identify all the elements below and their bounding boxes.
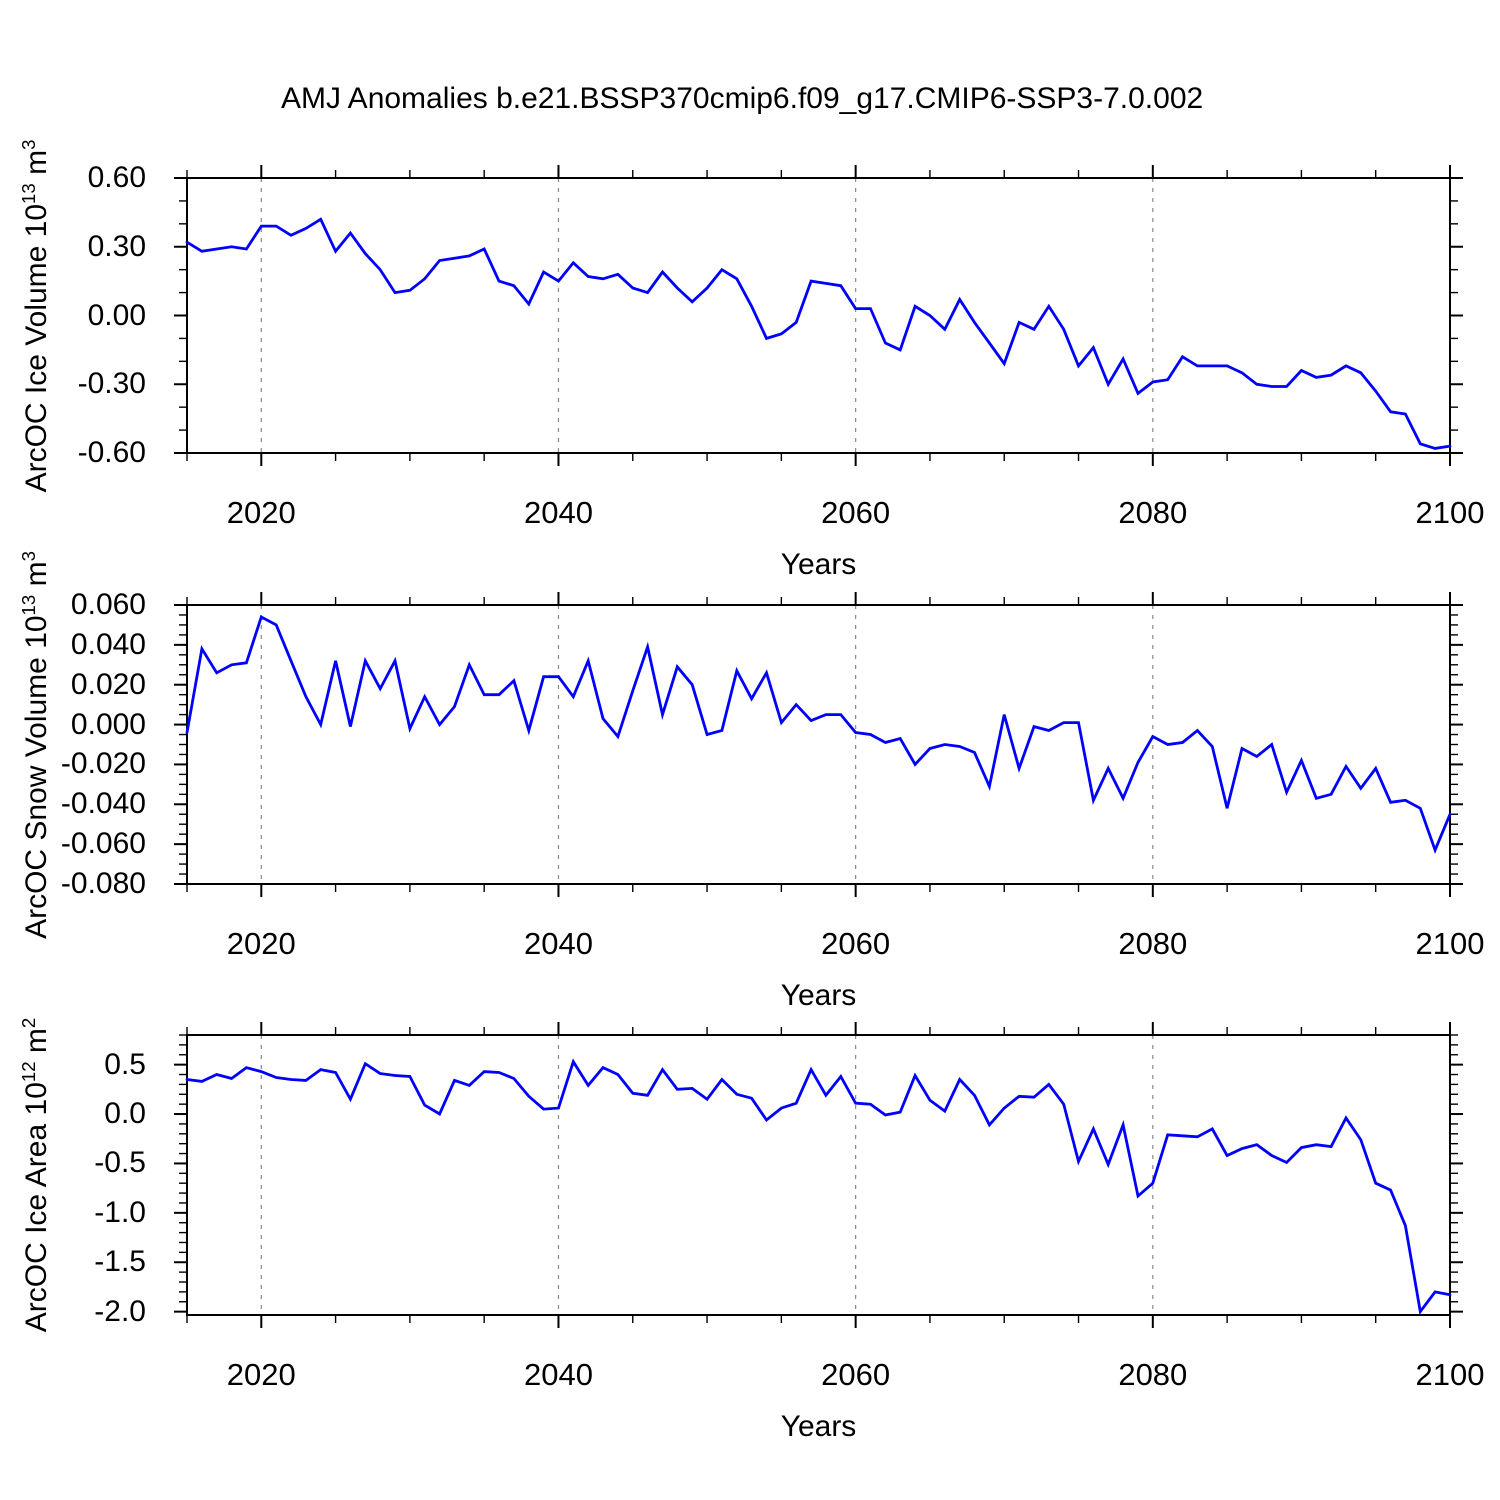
y-tick-label: 0.040 — [70, 627, 146, 661]
x-tick-label: 2060 — [821, 1357, 891, 1392]
page-title: AMJ Anomalies b.e21.BSSP370cmip6.f09_g17… — [281, 82, 1204, 115]
y-tick-label: -0.080 — [60, 867, 146, 900]
x-tick-label: 2060 — [821, 495, 891, 530]
y-axis-title: ArcOC Snow Volume 1013 m3 — [18, 550, 53, 939]
x-tick-label: 2080 — [1118, 926, 1188, 961]
x-axis-title: Years — [780, 979, 857, 1012]
y-tick-label: 0.60 — [87, 161, 146, 194]
y-tick-label: -0.30 — [77, 367, 146, 401]
y-tick-label: -0.020 — [60, 747, 146, 781]
y-tick-label: -0.5 — [94, 1146, 146, 1180]
y-tick-label: -1.5 — [94, 1245, 146, 1279]
y-tick-label: 0.30 — [87, 229, 146, 263]
x-tick-label: 2080 — [1118, 1357, 1188, 1392]
x-tick-label: 2100 — [1415, 926, 1485, 961]
x-tick-label: 2040 — [523, 926, 593, 961]
y-tick-label: 0.00 — [87, 298, 146, 332]
y-tick-label: -0.060 — [60, 827, 146, 861]
plot-box — [186, 604, 1451, 885]
y-tick-label: 0.5 — [104, 1047, 146, 1081]
y-tick-label: 0.060 — [70, 588, 146, 621]
plot-box — [186, 1034, 1451, 1316]
x-tick-label: 2020 — [226, 926, 296, 961]
x-tick-label: 2020 — [226, 1357, 296, 1392]
x-tick-label: 2040 — [523, 495, 593, 530]
y-tick-label: -1.0 — [94, 1195, 146, 1229]
x-tick-label: 2080 — [1118, 495, 1188, 530]
y-tick-label: -2.0 — [94, 1294, 146, 1328]
y-tick-label: -0.040 — [60, 787, 146, 821]
y-tick-label: 0.0 — [104, 1097, 146, 1131]
y-tick-label: -0.60 — [77, 436, 146, 469]
ice-area-line — [185, 1058, 1452, 1316]
x-tick-label: 2060 — [821, 926, 891, 961]
x-tick-label: 2100 — [1415, 1357, 1485, 1392]
snow-volume-line — [185, 614, 1452, 854]
ice-volume-line — [185, 217, 1452, 450]
x-tick-label: 2100 — [1415, 495, 1485, 530]
x-tick-label: 2020 — [226, 495, 296, 530]
x-axis-title: Years — [780, 1410, 857, 1443]
x-tick-label: 2040 — [523, 1357, 593, 1392]
y-axis-title: ArcOC Ice Volume 1013 m3 — [18, 139, 53, 492]
y-tick-label: 0.000 — [70, 707, 146, 741]
plot-box — [186, 177, 1451, 454]
x-axis-title: Years — [780, 548, 857, 581]
y-tick-label: 0.020 — [70, 667, 146, 701]
y-axis-title: ArcOC Ice Area 1012 m2 — [18, 1017, 53, 1333]
